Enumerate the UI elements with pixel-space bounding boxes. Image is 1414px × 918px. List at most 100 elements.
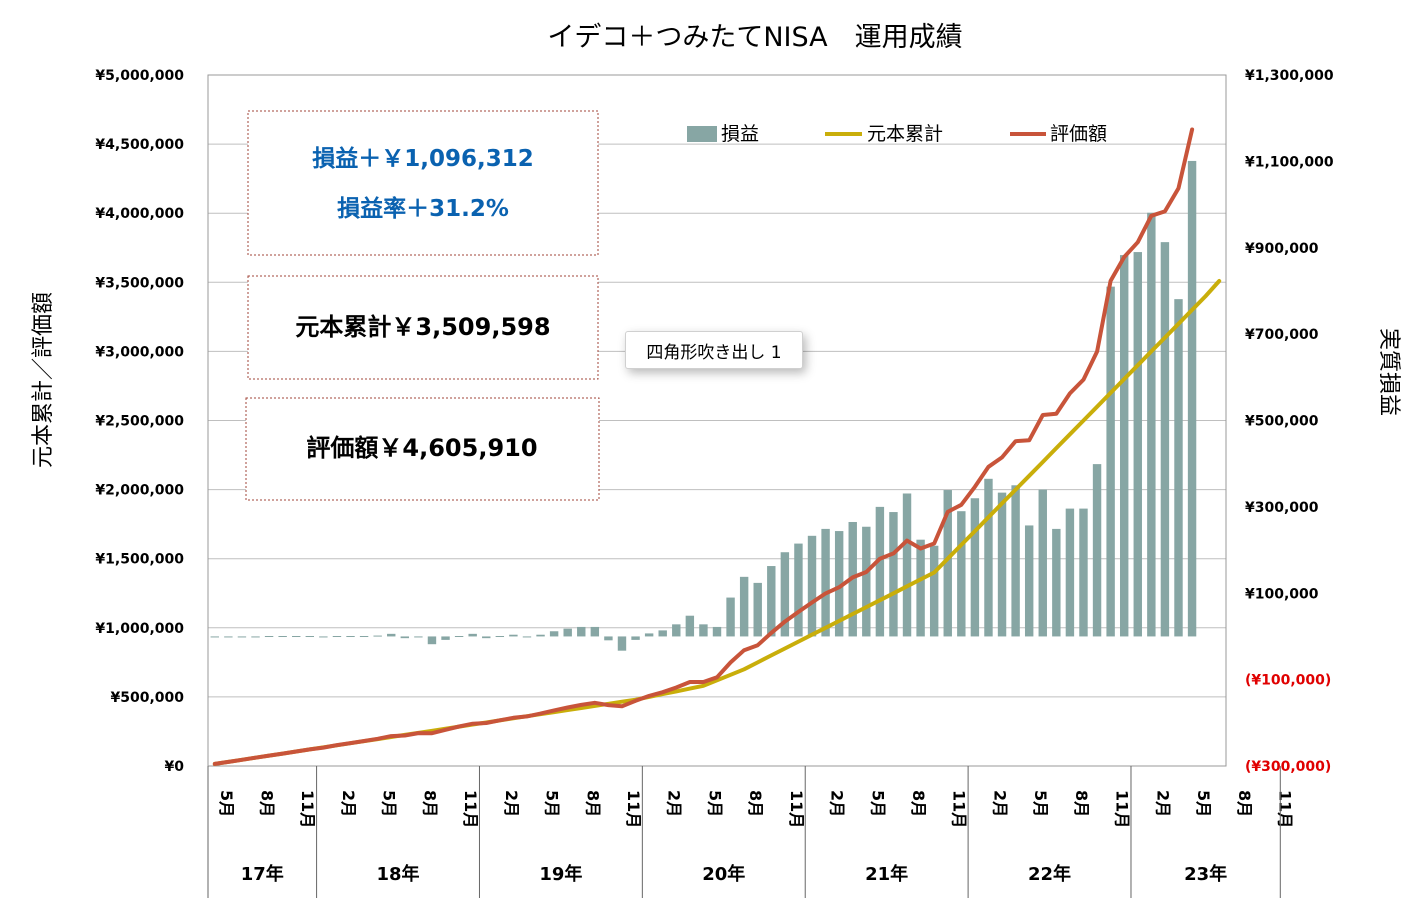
profit-bar bbox=[305, 636, 315, 638]
profit-bar bbox=[1052, 528, 1061, 637]
profit-bar bbox=[251, 636, 260, 638]
profit-bar bbox=[482, 636, 491, 639]
profit-bar bbox=[875, 506, 885, 637]
month-tick-label: 11月 bbox=[298, 790, 317, 828]
month-tick-label: 2月 bbox=[828, 790, 847, 817]
left-tick-label: ¥3,500,000 bbox=[95, 275, 184, 291]
profit-bar bbox=[590, 626, 600, 637]
chart-title: イデコ＋つみたてNISA 運用成績 bbox=[547, 22, 962, 53]
legend-label-principal: 元本累計 bbox=[867, 123, 943, 145]
month-tick-label: 2月 bbox=[502, 790, 521, 817]
month-tick-label: 2月 bbox=[665, 790, 684, 817]
profit-bar bbox=[1133, 252, 1142, 637]
left-tick-label: ¥4,000,000 bbox=[95, 206, 184, 222]
profit-bar bbox=[549, 631, 559, 637]
right-tick-label: ¥1,300,000 bbox=[1245, 68, 1334, 84]
month-tick-label: 8月 bbox=[1235, 790, 1254, 817]
profit-bar bbox=[794, 543, 803, 637]
profit-bar bbox=[997, 492, 1007, 637]
left-tick-label: ¥1,500,000 bbox=[95, 552, 184, 568]
year-label: 20年 bbox=[702, 863, 745, 885]
profit-bar bbox=[509, 634, 518, 637]
month-tick-label: 5月 bbox=[1031, 790, 1050, 817]
profit-bar bbox=[889, 512, 898, 637]
month-tick-label: 5月 bbox=[1194, 790, 1213, 817]
profit-bar bbox=[522, 636, 532, 638]
profit-bar bbox=[929, 545, 939, 637]
profit-bar bbox=[834, 531, 844, 637]
profit-bar bbox=[563, 628, 572, 637]
month-tick-label: 2月 bbox=[339, 790, 358, 817]
profit-bar bbox=[685, 615, 695, 637]
month-tick-label: 5月 bbox=[868, 790, 887, 817]
series-lines bbox=[212, 127, 1222, 766]
profit-amount: 損益＋￥1,096,312 bbox=[312, 145, 534, 172]
profit-bar bbox=[414, 636, 423, 638]
profit-bar bbox=[468, 633, 477, 637]
profit-bar bbox=[427, 636, 437, 645]
month-tick-label: 5月 bbox=[380, 790, 399, 817]
profit-bar bbox=[1187, 160, 1197, 637]
valuation-line bbox=[212, 127, 1195, 766]
profit-bar bbox=[617, 636, 627, 651]
month-tick-label: 5月 bbox=[543, 790, 562, 817]
profit-bar bbox=[631, 636, 640, 640]
right-tick-label: (¥100,000) bbox=[1245, 673, 1331, 689]
profit-bar bbox=[862, 526, 871, 637]
month-tick-label: 5月 bbox=[705, 790, 724, 817]
year-label: 22年 bbox=[1028, 863, 1071, 885]
profit-bar bbox=[387, 633, 396, 637]
month-tick-label: 8月 bbox=[258, 790, 277, 817]
profit-bar bbox=[319, 636, 328, 638]
profit-bar bbox=[672, 624, 681, 637]
left-tick-label: ¥2,000,000 bbox=[95, 483, 184, 499]
callout-tooltip: 四角形吹き出し 1 bbox=[625, 331, 803, 369]
profit-bar bbox=[332, 636, 342, 638]
profit-bar bbox=[767, 566, 776, 637]
profit-bar bbox=[1038, 489, 1047, 637]
left-tick-label: ¥0 bbox=[165, 759, 185, 775]
profit-bar bbox=[957, 511, 966, 637]
profit-bar bbox=[292, 636, 301, 638]
profit-bar bbox=[807, 535, 817, 637]
profit-bar bbox=[210, 636, 219, 638]
profit-bar bbox=[1092, 464, 1102, 637]
profit-bar bbox=[264, 636, 274, 638]
left-tick-label: ¥2,500,000 bbox=[95, 414, 184, 430]
profit-bar bbox=[644, 633, 654, 637]
month-tick-label: 11月 bbox=[950, 790, 969, 828]
month-tick-label: 11月 bbox=[624, 790, 643, 828]
left-tick-label: ¥3,000,000 bbox=[95, 344, 184, 360]
profit-bar bbox=[753, 582, 762, 637]
legend-swatch-profit bbox=[687, 126, 717, 142]
profit-bar bbox=[1065, 508, 1075, 637]
profit-bar bbox=[902, 493, 912, 637]
profit-bar bbox=[536, 634, 545, 637]
profit-bar bbox=[237, 636, 247, 638]
x-axis: 5月 8月 11月 2月 5月 8月 11月 2月 5月 8月 11月 2月 5月 8月 11月 2月 5月 8月… bbox=[207, 766, 1295, 898]
valuation-total: 評価額￥4,605,910 bbox=[306, 434, 537, 462]
profit-box: 損益＋￥1,096,312 損益率＋31.2% bbox=[247, 110, 599, 256]
year-label: 18年 bbox=[376, 863, 419, 885]
profit-bar bbox=[359, 636, 369, 638]
month-tick-label: 11月 bbox=[1113, 790, 1132, 828]
profit-bar bbox=[373, 635, 382, 637]
profit-bar bbox=[1147, 212, 1156, 637]
profit-bar bbox=[495, 636, 505, 638]
month-tick-label: 8月 bbox=[1072, 790, 1091, 817]
right-tick-label: ¥700,000 bbox=[1245, 327, 1319, 343]
month-tick-label: 8月 bbox=[746, 790, 765, 817]
left-tick-label: ¥500,000 bbox=[110, 690, 184, 706]
profit-bar bbox=[577, 626, 586, 637]
right-tick-label: (¥300,000) bbox=[1245, 759, 1331, 775]
profit-bar bbox=[1119, 255, 1129, 637]
right-tick-label: ¥300,000 bbox=[1245, 500, 1319, 516]
profit-bar bbox=[604, 636, 613, 641]
year-label: 17年 bbox=[241, 863, 284, 885]
profit-bar bbox=[1106, 286, 1115, 637]
legend-label-valuation: 評価額 bbox=[1050, 123, 1107, 145]
profit-bar bbox=[658, 630, 667, 637]
left-tick-label: ¥1,000,000 bbox=[95, 621, 184, 637]
plot-area bbox=[207, 74, 1227, 767]
